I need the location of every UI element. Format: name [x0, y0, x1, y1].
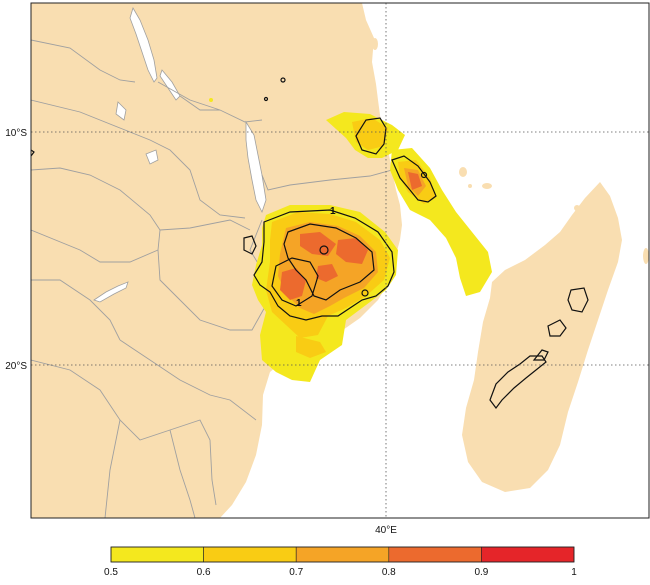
colorbar-bin — [203, 546, 297, 563]
lake-kariba — [93, 281, 129, 303]
latitude-label-20s: 20°S — [5, 361, 27, 372]
lake-malawi — [245, 120, 267, 214]
colorbar-tick-label: 0.7 — [289, 567, 303, 578]
lake-bangweulu — [145, 149, 159, 165]
colorbar-frame — [110, 546, 575, 563]
colorbar: 0.5 0.6 0.7 0.8 0.9 1 — [104, 546, 577, 578]
colorbar-bin — [481, 546, 575, 563]
lake-rukwa — [159, 69, 181, 101]
colorbar-tick-label: 0.6 — [197, 567, 211, 578]
colorbar-tick-label: 0.9 — [474, 567, 488, 578]
contour-lines — [31, 77, 589, 409]
contour-label: 1 — [330, 206, 336, 217]
country-borders — [31, 39, 393, 518]
probability-shading — [209, 98, 492, 382]
colorbar-bin — [295, 546, 390, 563]
contour-label: 1 — [296, 298, 302, 309]
lakes — [93, 7, 267, 303]
map-panel: 1 1 — [30, 2, 650, 519]
colorbar-tick-label: 1 — [571, 567, 577, 578]
colorbar-tick-label: 0.8 — [382, 567, 396, 578]
colorbar-bin — [110, 546, 204, 563]
latitude-label-10s: 10°S — [5, 128, 27, 139]
longitude-label-40e: 40°E — [375, 525, 397, 536]
lake-tanganyika — [129, 7, 158, 83]
madagascar-landmass — [462, 182, 622, 492]
graticule — [31, 3, 649, 518]
map-border — [30, 2, 650, 519]
colorbar-bin — [388, 546, 482, 563]
lake-mweru — [115, 101, 127, 121]
colorbar-tick-label: 0.5 — [104, 567, 118, 578]
